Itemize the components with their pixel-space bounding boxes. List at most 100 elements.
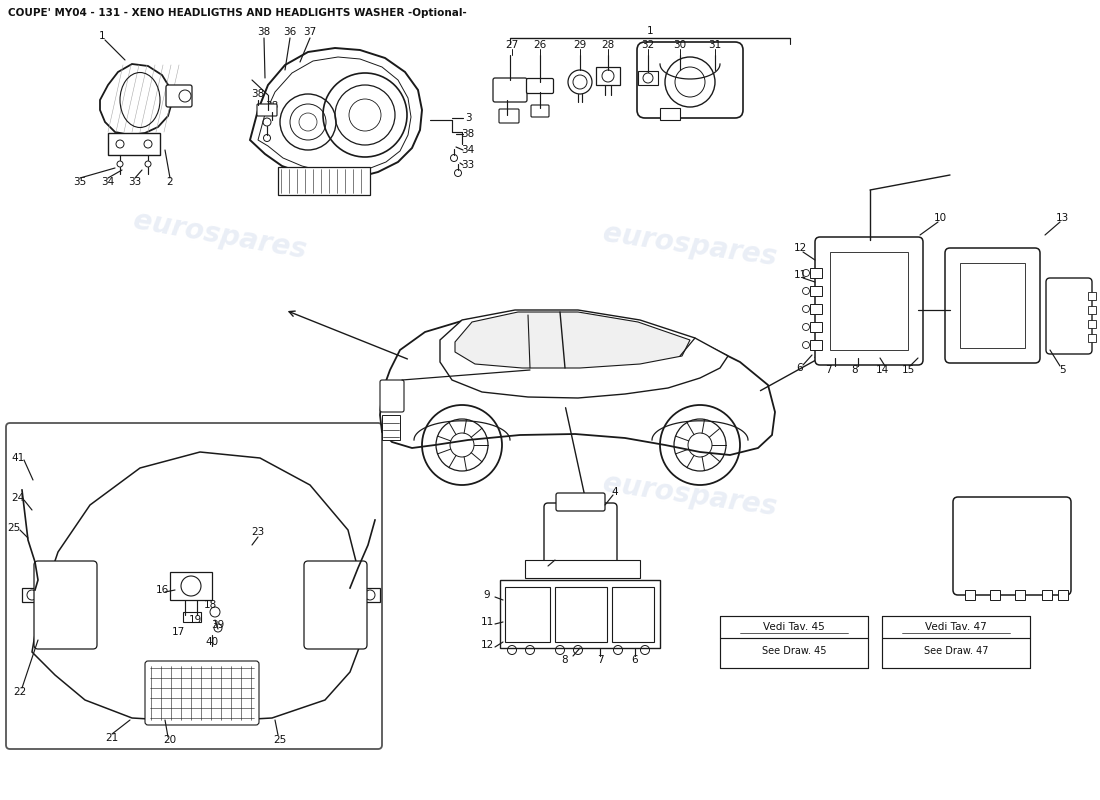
Text: 33: 33	[129, 177, 142, 187]
Bar	[810, 322, 822, 332]
Text: 38: 38	[257, 27, 271, 37]
Bar	[108, 133, 159, 155]
Text: 6: 6	[796, 363, 803, 373]
Text: 24: 24	[11, 493, 24, 503]
Bar	[638, 71, 658, 85]
Text: 38: 38	[265, 101, 278, 111]
Text: eurospares: eurospares	[131, 206, 309, 264]
Text: 2: 2	[167, 177, 174, 187]
Text: 19: 19	[188, 615, 201, 625]
Bar	[612, 587, 654, 642]
Text: 25: 25	[8, 523, 21, 533]
FancyBboxPatch shape	[544, 503, 617, 566]
Text: eurospares: eurospares	[602, 219, 779, 271]
Bar	[1042, 590, 1052, 600]
Text: 14: 14	[541, 565, 554, 575]
Text: 30: 30	[673, 40, 686, 50]
FancyBboxPatch shape	[1046, 278, 1092, 354]
FancyBboxPatch shape	[257, 104, 277, 116]
Text: 3: 3	[464, 113, 471, 123]
Bar	[1088, 334, 1096, 342]
Bar	[500, 580, 660, 648]
Text: 1: 1	[99, 31, 106, 41]
Text: 41: 41	[11, 453, 24, 463]
Text: 12: 12	[793, 243, 806, 253]
Text: 10: 10	[934, 213, 947, 223]
Bar	[810, 304, 822, 314]
Text: 7: 7	[596, 655, 603, 665]
Text: 5: 5	[1058, 365, 1065, 375]
Bar	[596, 67, 620, 85]
Bar	[990, 590, 1000, 600]
Bar	[1088, 320, 1096, 328]
FancyBboxPatch shape	[556, 493, 605, 511]
Text: See Draw. 47: See Draw. 47	[924, 646, 988, 656]
Bar	[525, 560, 640, 578]
Text: 15: 15	[518, 580, 531, 590]
Text: 25: 25	[274, 735, 287, 745]
FancyBboxPatch shape	[953, 497, 1071, 595]
FancyBboxPatch shape	[527, 78, 553, 94]
Bar	[183, 612, 201, 622]
Text: 40: 40	[206, 637, 219, 647]
Text: 11: 11	[481, 617, 494, 627]
Polygon shape	[250, 48, 422, 178]
Polygon shape	[379, 315, 776, 455]
Text: 39: 39	[211, 620, 224, 630]
Text: 22: 22	[13, 687, 26, 697]
Bar	[342, 588, 380, 602]
Text: 13: 13	[1055, 213, 1068, 223]
Text: 27: 27	[505, 40, 518, 50]
Text: 7: 7	[825, 365, 832, 375]
Text: 15: 15	[901, 365, 914, 375]
Text: 35: 35	[74, 177, 87, 187]
Text: 11: 11	[793, 270, 806, 280]
Text: 36: 36	[284, 27, 297, 37]
Text: 32: 32	[641, 40, 654, 50]
Text: 23: 23	[252, 527, 265, 537]
Bar	[830, 252, 908, 350]
Bar	[556, 587, 607, 642]
FancyBboxPatch shape	[499, 109, 519, 123]
Polygon shape	[100, 64, 172, 135]
Text: 17: 17	[172, 627, 185, 637]
Bar	[810, 340, 822, 350]
Text: 6: 6	[631, 655, 638, 665]
FancyBboxPatch shape	[945, 248, 1040, 363]
FancyBboxPatch shape	[637, 42, 743, 118]
Polygon shape	[455, 312, 690, 368]
Text: See Draw. 45: See Draw. 45	[761, 646, 826, 656]
Bar	[170, 572, 212, 600]
Text: 37: 37	[304, 27, 317, 37]
Text: 9: 9	[484, 590, 491, 600]
Bar	[22, 588, 61, 602]
Text: 18: 18	[204, 600, 217, 610]
FancyBboxPatch shape	[531, 105, 549, 117]
Text: 14: 14	[876, 365, 889, 375]
Bar	[382, 415, 400, 440]
Bar	[965, 590, 975, 600]
FancyBboxPatch shape	[34, 561, 97, 649]
Text: eurospares: eurospares	[602, 469, 779, 521]
Polygon shape	[32, 452, 365, 722]
Polygon shape	[440, 310, 728, 398]
Text: 38: 38	[461, 129, 474, 139]
Text: 1: 1	[647, 26, 653, 36]
Text: 34: 34	[101, 177, 114, 187]
Text: 21: 21	[106, 733, 119, 743]
Bar	[278, 167, 370, 195]
FancyBboxPatch shape	[493, 78, 527, 102]
Text: 8: 8	[851, 365, 858, 375]
Text: 34: 34	[461, 145, 474, 155]
Bar	[1088, 306, 1096, 314]
Bar	[1015, 590, 1025, 600]
Bar	[1088, 292, 1096, 300]
FancyBboxPatch shape	[815, 237, 923, 365]
Text: 12: 12	[481, 640, 494, 650]
FancyBboxPatch shape	[166, 85, 192, 107]
Text: 38: 38	[252, 89, 265, 99]
FancyBboxPatch shape	[304, 561, 367, 649]
Bar	[810, 286, 822, 296]
Text: 26: 26	[534, 40, 547, 50]
Text: 20: 20	[164, 735, 177, 745]
